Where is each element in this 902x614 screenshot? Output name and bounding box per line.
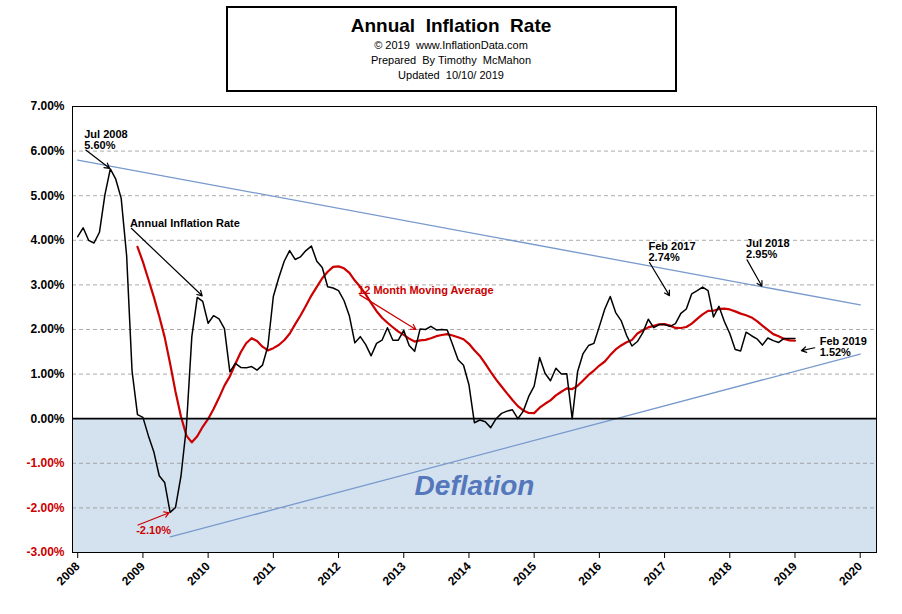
svg-text:4.00%: 4.00%	[30, 233, 64, 247]
svg-text:3.00%: 3.00%	[30, 278, 64, 292]
html-text:Annual Inflation Rate: Annual Inflation Rate	[350, 15, 552, 36]
svg-text:1.00%: 1.00%	[30, 367, 64, 381]
svg-text:6.00%: 6.00%	[30, 144, 64, 158]
svg-text:2013: 2013	[380, 559, 409, 588]
svg-text:12 Month Moving Average: 12 Month Moving Average	[358, 284, 493, 296]
svg-text:2015: 2015	[510, 559, 539, 588]
svg-text:Annual Inflation Rate: Annual Inflation Rate	[130, 217, 240, 229]
svg-text:2014: 2014	[445, 559, 474, 588]
svg-text:2008: 2008	[54, 559, 83, 588]
html-text:Updated 10/10/ 2019: Updated 10/10/ 2019	[398, 69, 504, 81]
svg-text:2011: 2011	[250, 559, 279, 588]
html-text:Prepared By Timothy McMahon: Prepared By Timothy McMahon	[370, 54, 532, 66]
svg-text:Deflation: Deflation	[415, 470, 535, 501]
svg-text:2.00%: 2.00%	[30, 322, 64, 336]
svg-text:2020: 2020	[836, 559, 865, 588]
svg-text:0.00%: 0.00%	[30, 412, 64, 426]
svg-text:Jul 20085.60%: Jul 20085.60%	[84, 128, 127, 151]
svg-text:2010: 2010	[184, 559, 213, 588]
html-text:© 2019 www.InflationData.com: © 2019 www.InflationData.com	[374, 39, 528, 51]
svg-text:-2.10%: -2.10%	[136, 524, 171, 536]
svg-text:5.00%: 5.00%	[30, 189, 64, 203]
svg-text:2009: 2009	[119, 559, 148, 588]
svg-text:2012: 2012	[315, 559, 344, 588]
svg-text:-2.00%: -2.00%	[26, 501, 64, 515]
svg-text:2019: 2019	[771, 559, 800, 588]
svg-text:7.00%: 7.00%	[30, 99, 64, 113]
svg-text:-3.00%: -3.00%	[26, 545, 64, 559]
svg-text:2016: 2016	[575, 559, 604, 588]
svg-text:2018: 2018	[706, 559, 735, 588]
svg-text:-1.00%: -1.00%	[26, 456, 64, 470]
svg-text:2017: 2017	[641, 559, 670, 588]
svg-text:Feb 20172.74%: Feb 20172.74%	[648, 240, 695, 263]
svg-text:Feb 20191.52%: Feb 20191.52%	[820, 335, 867, 358]
svg-text:Jul 20182.95%: Jul 20182.95%	[746, 237, 789, 260]
